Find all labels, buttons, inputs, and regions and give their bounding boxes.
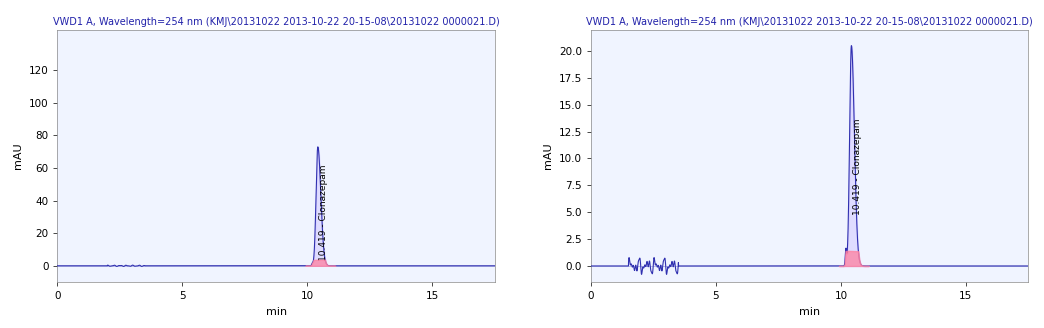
Text: 10.419 - Clonazepam: 10.419 - Clonazepam — [853, 118, 862, 215]
Y-axis label: mAU: mAU — [543, 142, 553, 169]
Y-axis label: mAU: mAU — [14, 142, 23, 169]
X-axis label: min: min — [265, 307, 287, 317]
X-axis label: min: min — [799, 307, 821, 317]
Title: VWD1 A, Wavelength=254 nm (KMJ\20131022 2013-10-22 20-15-08\20131022 0000021.D): VWD1 A, Wavelength=254 nm (KMJ\20131022 … — [52, 17, 499, 27]
Title: VWD1 A, Wavelength=254 nm (KMJ\20131022 2013-10-22 20-15-08\20131022 0000021.D): VWD1 A, Wavelength=254 nm (KMJ\20131022 … — [587, 17, 1034, 27]
Text: 10.419 - Clonazepam: 10.419 - Clonazepam — [319, 164, 328, 260]
